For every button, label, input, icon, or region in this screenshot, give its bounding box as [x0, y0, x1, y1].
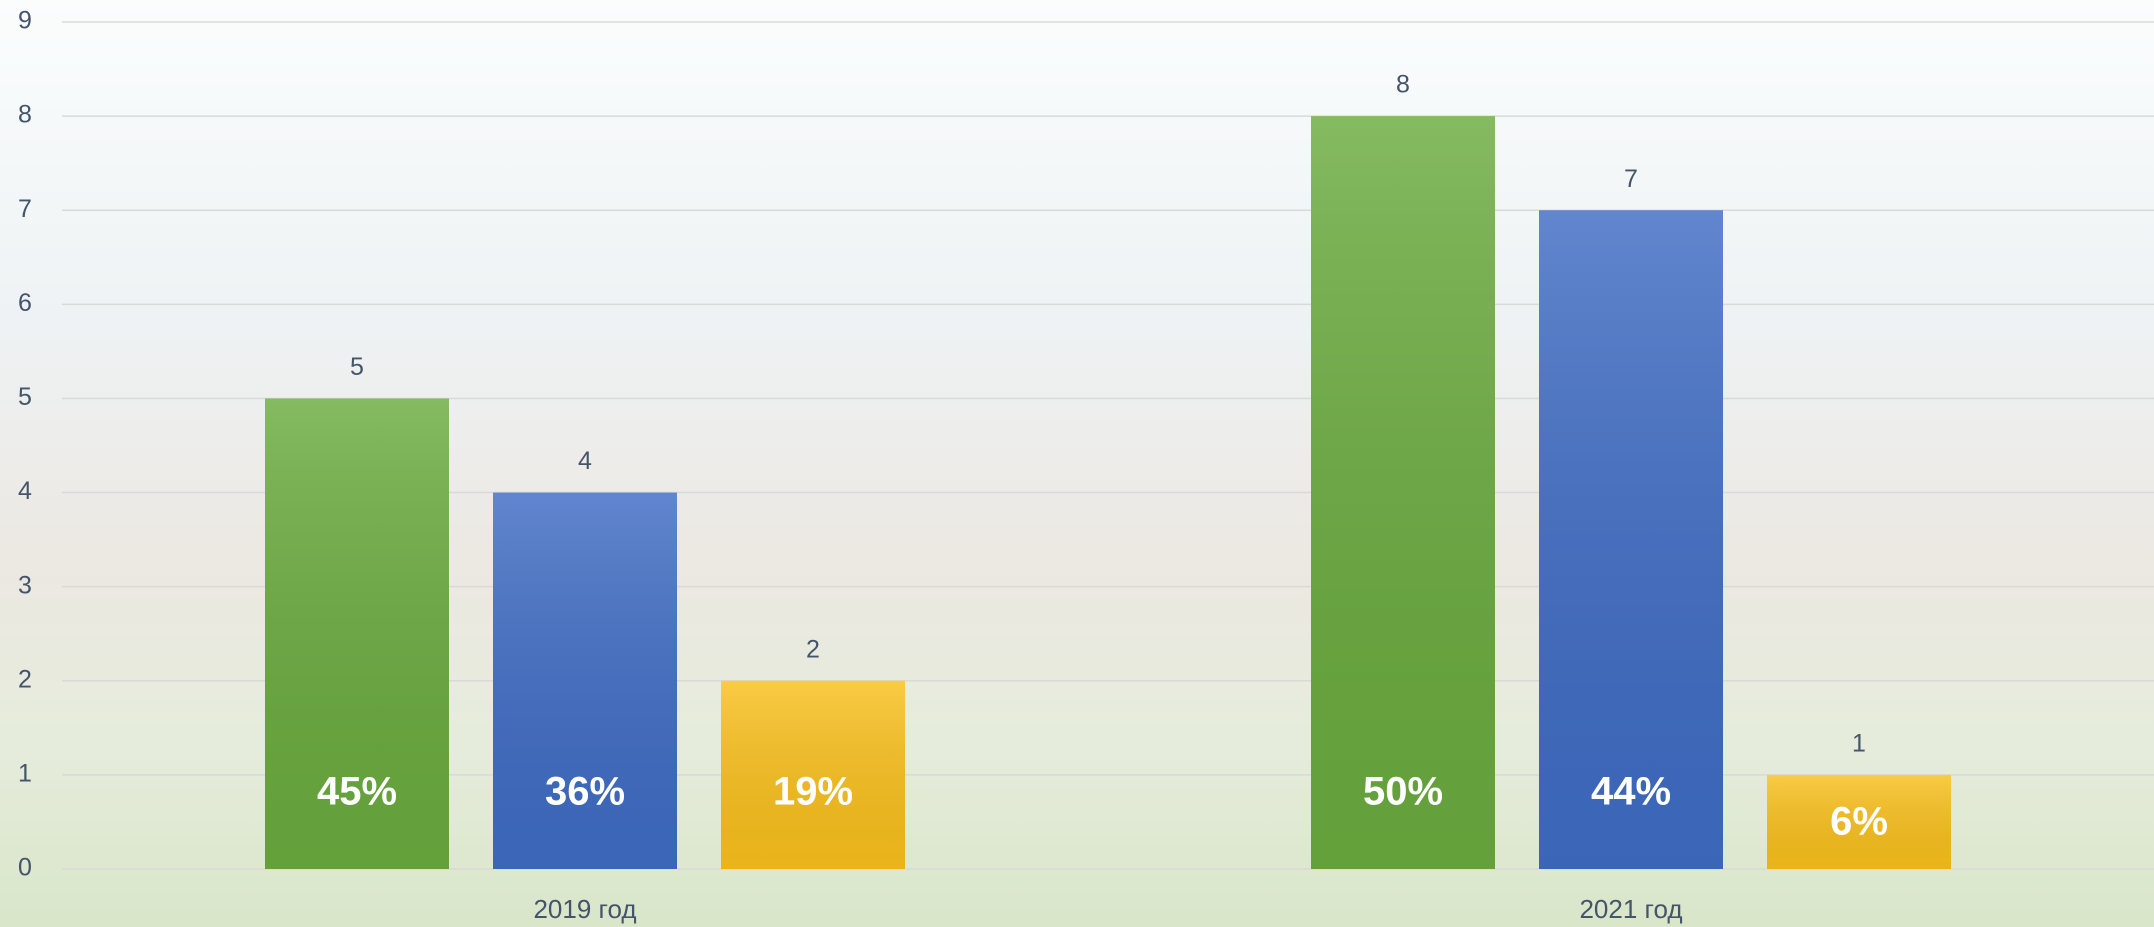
y-tick-label: 5: [18, 383, 32, 411]
y-tick-label: 4: [18, 477, 32, 505]
chart: 0 1 2 3 4 5 6 7 8 9 2019 год 5 45% 4 36% 2 19% 2021 год 8 5…: [0, 0, 2154, 927]
value-label: 4: [578, 447, 592, 475]
y-tick-label: 6: [18, 289, 32, 317]
value-label: 1: [1852, 729, 1866, 757]
share-label: 50%: [1363, 770, 1443, 814]
y-tick-label: 9: [18, 7, 32, 35]
share-label: 6%: [1830, 800, 1888, 844]
share-label: 45%: [317, 770, 397, 814]
x-tick-label: 2021 год: [1579, 894, 1682, 924]
value-label: 5: [350, 353, 364, 381]
value-label: 8: [1396, 71, 1410, 99]
value-label: 7: [1624, 165, 1638, 193]
y-tick-label: 1: [18, 759, 32, 787]
y-tick-label: 0: [18, 854, 32, 882]
bar-shade: [1311, 116, 1495, 869]
y-tick-label: 3: [18, 571, 32, 599]
value-label: 2: [806, 635, 820, 663]
y-tick-label: 2: [18, 665, 32, 693]
y-tick-label: 7: [18, 195, 32, 223]
share-label: 19%: [773, 770, 853, 814]
y-tick-label: 8: [18, 101, 32, 129]
share-label: 36%: [545, 770, 625, 814]
share-label: 44%: [1591, 770, 1671, 814]
x-tick-label: 2019 год: [533, 894, 636, 924]
